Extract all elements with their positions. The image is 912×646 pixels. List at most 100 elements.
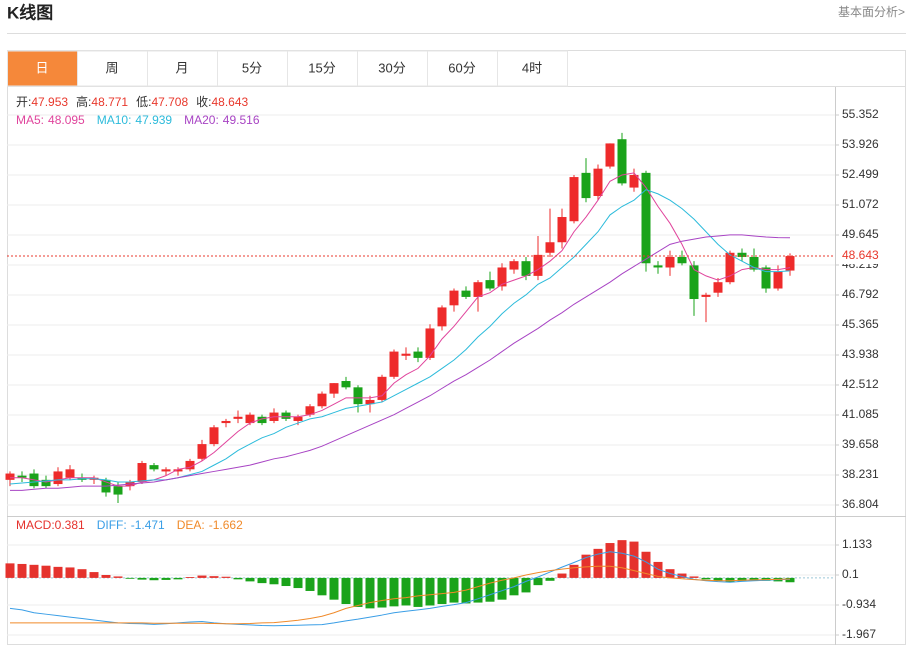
candle-body (773, 271, 783, 289)
y-tick-label: 41.085 (842, 407, 879, 421)
macd-bar (689, 576, 699, 578)
macd-bar (149, 577, 159, 581)
quote-value: 47.708 (151, 95, 188, 109)
candle-body (749, 256, 759, 270)
legend-value: 49.516 (223, 113, 260, 127)
tab[interactable] (147, 50, 218, 87)
y-tick-label: 42.512 (842, 377, 879, 391)
macd-bar (29, 564, 39, 578)
y-tick-label: 49.645 (842, 227, 879, 241)
quote-value: 48.771 (91, 95, 128, 109)
legend-name: DIFF: (97, 518, 127, 532)
ma-line (10, 234, 791, 491)
tab[interactable] (497, 50, 568, 87)
macd-bar (701, 577, 711, 580)
candle-body (209, 427, 219, 445)
macd-bar (617, 540, 627, 578)
candle-body (389, 351, 399, 377)
y-tick-label: -1.967 (842, 627, 876, 641)
macd-bar (161, 577, 171, 580)
y-tick-label: 1.133 (842, 537, 872, 551)
tab-label[interactable]: 60分 (448, 60, 475, 75)
candle-body (557, 217, 567, 243)
candle-body (17, 475, 27, 478)
macd-bar (641, 551, 651, 578)
macd-bar (41, 565, 51, 578)
macd-bar (365, 577, 375, 609)
quote-label: 开: (16, 95, 31, 109)
macd-bar (293, 577, 303, 589)
candle-body (377, 376, 387, 400)
tab-label[interactable]: 月 (175, 60, 188, 75)
legend-name: MA20: (184, 113, 219, 127)
candle-body (761, 267, 771, 289)
candle-body (353, 387, 363, 405)
y-tick-label: 36.804 (842, 497, 879, 511)
y-tick-label: 0.1 (842, 567, 859, 581)
candle-body (785, 256, 795, 271)
macd-bar (725, 577, 735, 583)
macd-bar (341, 577, 351, 605)
tab-label[interactable]: 4时 (522, 60, 542, 75)
macd-bar (461, 577, 471, 604)
macd-legend: MACD:0.381 DIFF: -1.471 DEA: -1.662 (16, 518, 243, 532)
candle-body (413, 351, 423, 358)
tab-label[interactable]: 周 (105, 60, 118, 75)
macd-bar (437, 577, 447, 605)
candle-body (281, 412, 291, 419)
candle-body (341, 381, 351, 388)
candle-body (41, 479, 51, 487)
candle-body (545, 242, 555, 253)
candle-body (449, 290, 459, 306)
candle-body (257, 416, 267, 424)
macd-bar (53, 566, 63, 578)
tab-label[interactable]: 30分 (378, 60, 405, 75)
tab-label[interactable]: 5分 (242, 60, 262, 75)
macd-bar (17, 563, 27, 578)
candle-body (5, 473, 15, 480)
macd-bar (101, 574, 111, 578)
candle-body (593, 168, 603, 196)
y-tick-label: 53.926 (842, 137, 879, 151)
candle-body (689, 265, 699, 300)
macd-bar (629, 541, 639, 578)
tab[interactable] (7, 50, 78, 87)
link[interactable]: 基本面分析> (838, 5, 905, 19)
legend-value: -1.471 (131, 518, 165, 532)
tab-label[interactable]: 日 (35, 60, 48, 75)
quote-row: 开:47.953 高:48.771 低:47.708 收:48.643 (16, 94, 249, 109)
ma-line (9, 189, 791, 485)
candle-body (113, 486, 123, 495)
candle-body (473, 282, 483, 297)
macd-bar (5, 563, 15, 578)
candle-body (497, 267, 507, 287)
macd-bar (485, 577, 495, 602)
macd-bar (245, 577, 255, 582)
macd-bar (377, 577, 387, 608)
y-tick-label: -0.934 (842, 597, 876, 611)
legend-name: MA5: (16, 113, 44, 127)
macd-bar (737, 577, 747, 582)
candle-body (713, 282, 723, 293)
tab[interactable] (77, 50, 148, 87)
last-price-box (837, 248, 905, 265)
macd-bar (125, 577, 135, 579)
candle-body (401, 353, 411, 356)
macd-bar (521, 577, 531, 593)
tab[interactable] (357, 50, 428, 87)
macd-bar (257, 577, 267, 584)
tab[interactable] (217, 50, 288, 87)
legend-value: 47.939 (135, 113, 172, 127)
macd-bar (497, 577, 507, 600)
macd-bar (65, 567, 75, 578)
ma-legend: MA5: 48.095 MA10: 47.939 MA20: 49.516 (16, 113, 260, 127)
candle-body (617, 139, 627, 184)
macd-bar (713, 577, 723, 581)
macd-bar (89, 572, 99, 578)
candle-body (425, 328, 435, 358)
candle-body (185, 460, 195, 470)
tab-label[interactable]: 15分 (308, 60, 335, 75)
macd-bar (401, 577, 411, 606)
quote-label: 高: (76, 94, 91, 109)
